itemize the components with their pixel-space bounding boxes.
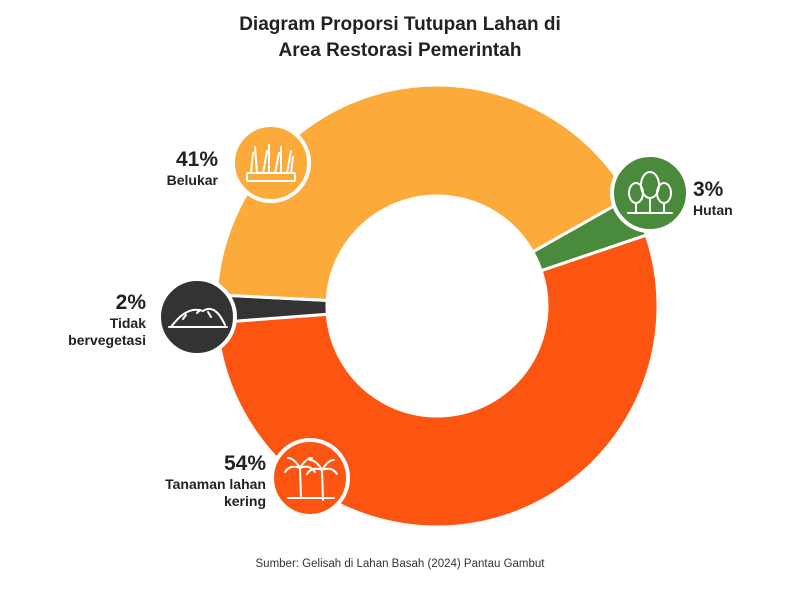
pct-hutan: 3% [693, 178, 724, 201]
chart-title-line-1: Diagram Proporsi Tutupan Lahan di [239, 14, 561, 35]
name-tanaman-lahan-kering: Tanaman lahan kering [165, 476, 266, 509]
chart-title: Diagram Proporsi Tutupan Lahan di Area R… [0, 12, 800, 64]
pct-belukar: 41% [175, 148, 218, 171]
chart-title-line-2: Area Restorasi Pemerintah [278, 40, 522, 61]
grass-icon [231, 123, 311, 203]
bare-land-icon [157, 277, 237, 357]
label-hutan: 3% Hutan [693, 178, 783, 219]
trees-icon [610, 153, 690, 233]
label-tidak-bervegetasi: 2% Tidak bervegetasi [50, 291, 146, 349]
label-tanaman-lahan-kering: 54% Tanaman lahan kering [150, 452, 266, 510]
source-note: Sumber: Gelisah di Lahan Basah (2024) Pa… [255, 558, 545, 570]
name-belukar: Belukar [166, 172, 218, 188]
pct-tanaman-lahan-kering: 54% [223, 452, 266, 475]
palm-trees-icon [270, 438, 350, 518]
name-hutan: Hutan [693, 202, 733, 218]
label-belukar: 41% Belukar [130, 148, 218, 189]
pct-tidak-bervegetasi: 2% [115, 291, 146, 314]
name-tidak-bervegetasi: Tidak bervegetasi [68, 315, 146, 348]
